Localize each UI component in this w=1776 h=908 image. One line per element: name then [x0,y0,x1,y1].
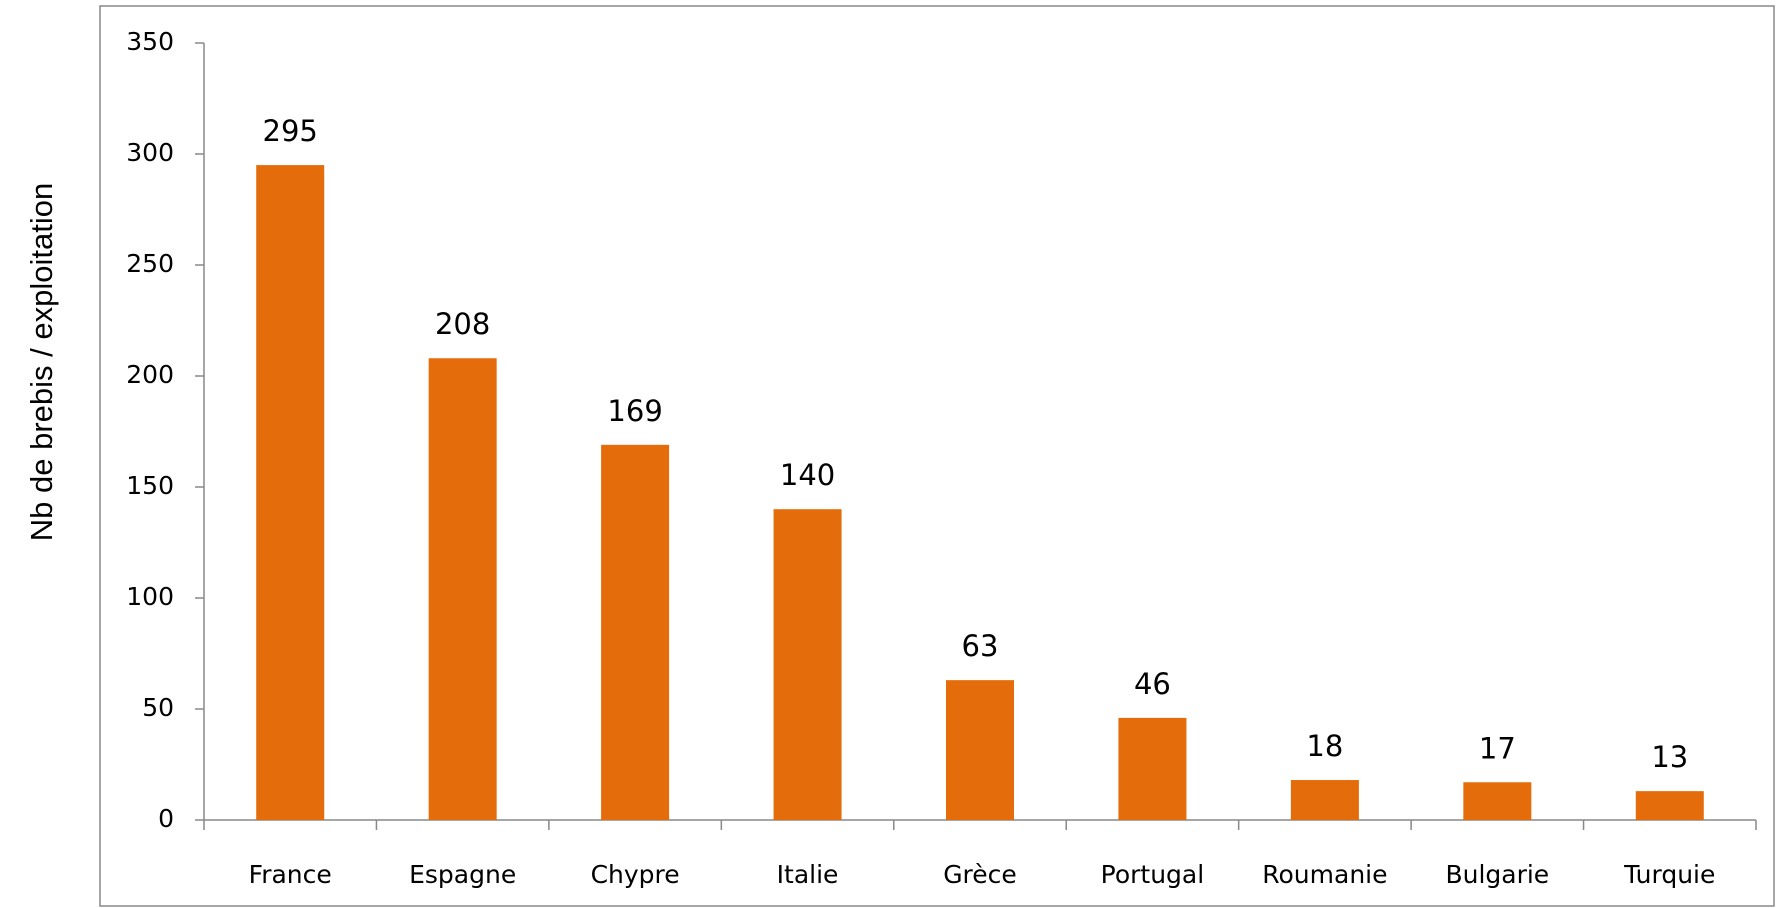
y-tick-label: 300 [126,138,174,167]
bar [1118,717,1187,820]
data-label: 169 [607,394,662,428]
y-tick-label: 350 [126,27,174,56]
data-label: 18 [1306,729,1343,763]
x-tick-label: Roumanie [1262,860,1387,889]
x-tick-label: Espagne [409,860,516,889]
y-tick-label: 250 [126,249,174,278]
bar [428,358,497,820]
bar [946,680,1014,820]
x-tick-label: Chypre [591,860,680,889]
y-tick-label: 50 [142,693,174,722]
y-axis-label: Nb de brebis / exploitation [24,183,59,541]
data-label: 13 [1651,740,1688,774]
x-tick-label: Turquie [1623,860,1715,889]
data-label: 208 [435,307,490,341]
bar [256,165,325,821]
chart-frame [99,5,1775,907]
y-tick-label: 100 [126,582,174,611]
x-tick-label: France [249,860,332,889]
data-label: 17 [1479,731,1516,765]
y-tick-label: 200 [126,360,174,389]
y-tick-label: 150 [126,471,174,500]
y-tick-label: 0 [158,804,174,833]
bar [601,444,670,820]
data-label: 140 [780,458,835,492]
x-tick-label: Italie [777,860,839,889]
data-label: 46 [1134,667,1171,701]
bar [1635,791,1704,820]
bar [1290,780,1359,820]
x-tick-label: Portugal [1101,860,1205,889]
bar [773,509,842,820]
data-label: 63 [962,629,999,663]
bar [1463,782,1532,820]
x-tick-label: Grèce [943,860,1017,889]
data-label: 295 [263,114,318,148]
x-tick-label: Bulgarie [1445,860,1549,889]
